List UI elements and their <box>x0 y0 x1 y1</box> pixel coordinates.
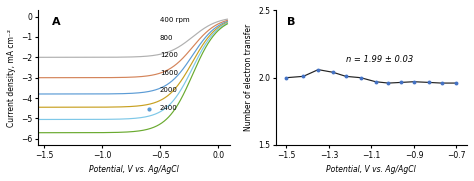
Text: 800: 800 <box>160 35 173 41</box>
X-axis label: Potential, V vs. Ag/AgCl: Potential, V vs. Ag/AgCl <box>89 165 179 174</box>
Text: 1600: 1600 <box>160 70 178 76</box>
Text: n = 1.99 ± 0.03: n = 1.99 ± 0.03 <box>346 55 413 64</box>
Y-axis label: Number of electron transfer: Number of electron transfer <box>244 24 253 131</box>
Text: 2000: 2000 <box>160 87 178 93</box>
Text: B: B <box>287 17 295 27</box>
X-axis label: Potential, V vs. Ag/AgCl: Potential, V vs. Ag/AgCl <box>327 165 416 174</box>
Text: 2400: 2400 <box>160 105 178 111</box>
Text: A: A <box>52 17 60 27</box>
Y-axis label: Current density, mA cm⁻²: Current density, mA cm⁻² <box>7 29 16 127</box>
Text: 1200: 1200 <box>160 52 178 58</box>
Text: 400 rpm: 400 rpm <box>160 17 190 23</box>
